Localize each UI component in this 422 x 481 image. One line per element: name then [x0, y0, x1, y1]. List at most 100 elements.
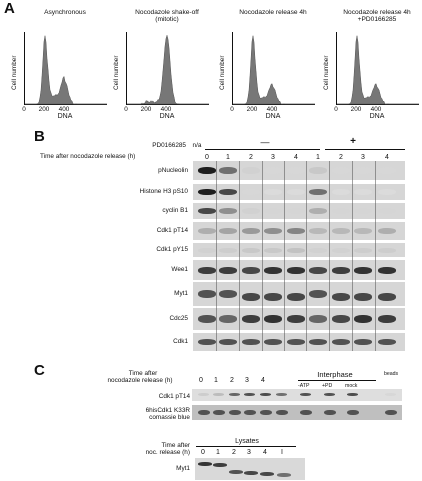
c-coomassie-band [300, 410, 312, 415]
blot-band [287, 339, 305, 345]
c-coomassie-band [276, 410, 288, 415]
blot-band [264, 189, 282, 195]
histogram-plot [127, 34, 209, 105]
histogram-distribution [25, 35, 107, 105]
histogram-ylabel: Cell number [323, 55, 330, 90]
c-coomassie-band [324, 410, 336, 415]
lysates-line [196, 446, 296, 447]
histogram-distribution [233, 35, 315, 105]
c-interphase-lane-label: +PD [322, 383, 333, 389]
blot-band [242, 167, 260, 174]
histogram-tick-label: 400 [160, 106, 172, 113]
histogram-plot [25, 35, 107, 105]
lane-label: 4 [385, 154, 389, 161]
c-pt14-band [324, 393, 335, 396]
blot-band [264, 293, 282, 301]
histogram-tick-label: 200 [246, 106, 258, 113]
blot-row-label: Cdk1 [173, 338, 188, 345]
blot-band [332, 293, 350, 301]
blot-row-label: Histone H3 pS10 [139, 188, 188, 195]
panel-b-letter: B [34, 128, 45, 145]
histogram-tick-label: 0 [230, 106, 234, 113]
lane-separator [262, 161, 263, 351]
c-pt14-band [229, 393, 240, 396]
blot-band [264, 267, 282, 274]
blot-band [309, 267, 327, 274]
histogram-axes [336, 32, 419, 105]
lys-lane-label: 0 [201, 449, 205, 456]
lane-label: 3 [271, 154, 275, 161]
histogram-ylabel: Cell number [219, 55, 226, 90]
blot-band [242, 339, 260, 345]
histogram-title: Asynchronous [44, 9, 86, 16]
blot-band [332, 189, 350, 195]
blot-band [309, 228, 327, 234]
histogram-tick-label: 400 [266, 106, 278, 113]
plus-label: + [350, 136, 356, 147]
lane-label: 4 [294, 154, 298, 161]
panel-c-letter: C [34, 362, 45, 379]
plus-group-line [325, 149, 405, 150]
blot-band [309, 315, 327, 323]
histogram-tick-label: 0 [124, 106, 128, 113]
blot-band [242, 189, 260, 195]
lane-label: 2 [339, 154, 343, 161]
blot-band [287, 228, 305, 234]
blot-band [198, 267, 216, 274]
histogram-distribution [337, 35, 419, 105]
blot-band [354, 315, 372, 323]
blot-row-label: Myt1 [174, 290, 188, 297]
histogram-title: Nocodazole release 4h [239, 9, 307, 16]
lys-band [198, 462, 212, 466]
blot-band [219, 208, 237, 214]
histogram-axes [126, 32, 209, 105]
beads-label: beads [384, 371, 399, 377]
blot-row-label: Cdk1 pY15 [156, 246, 188, 253]
c-interphase-lane-label: mock [345, 383, 358, 389]
histogram-plot [337, 35, 419, 105]
blot-band [219, 248, 237, 253]
c-coomassie-band [347, 410, 359, 415]
blot-band [378, 315, 396, 323]
c-coomassie-band [213, 410, 225, 415]
lane-label: 1 [316, 154, 320, 161]
c-coomassie-band [385, 410, 397, 415]
blot-row-label: cyclin B1 [162, 207, 188, 214]
time-label: Time after nocodazole release (h) [40, 153, 136, 160]
blot-band [354, 339, 372, 345]
blot-band [219, 315, 237, 323]
interphase-label: Interphase [317, 370, 353, 379]
lane-separator [306, 161, 307, 351]
blot-band [354, 267, 372, 274]
interphase-line [298, 380, 376, 381]
blot-band [198, 167, 216, 174]
histogram-tick-label: 0 [22, 106, 26, 113]
blot-band [219, 189, 237, 195]
c-pt14-band [276, 393, 287, 396]
c-pt14-blot [192, 389, 402, 401]
blot-band [309, 167, 327, 174]
lane-separator [284, 161, 285, 351]
blot-band [332, 167, 350, 174]
blot-band [264, 339, 282, 345]
c-pt14-band [300, 393, 311, 396]
blot-band [264, 208, 282, 214]
blot-band [287, 167, 305, 174]
blot-band [219, 290, 237, 298]
na-label: n/a [192, 142, 202, 149]
histogram-tick-label: 200 [140, 106, 152, 113]
blot-band [309, 189, 327, 195]
blot-band [219, 339, 237, 345]
blot-band [309, 248, 327, 253]
lane-separator [216, 161, 217, 351]
c-lane-label: 0 [199, 377, 203, 384]
c-row-label-1: Cdk1 pT14 [158, 393, 190, 400]
blot-band [198, 228, 216, 234]
blot-band [287, 315, 305, 323]
lysates-label: Lysates [235, 438, 259, 445]
c-lane-label: 4 [261, 377, 265, 384]
blot-band [242, 248, 260, 253]
histogram-tick-label: 400 [370, 106, 382, 113]
histogram-ylabel: Cell number [113, 55, 120, 90]
histogram-subtitle: +PD0166285 [357, 16, 397, 23]
